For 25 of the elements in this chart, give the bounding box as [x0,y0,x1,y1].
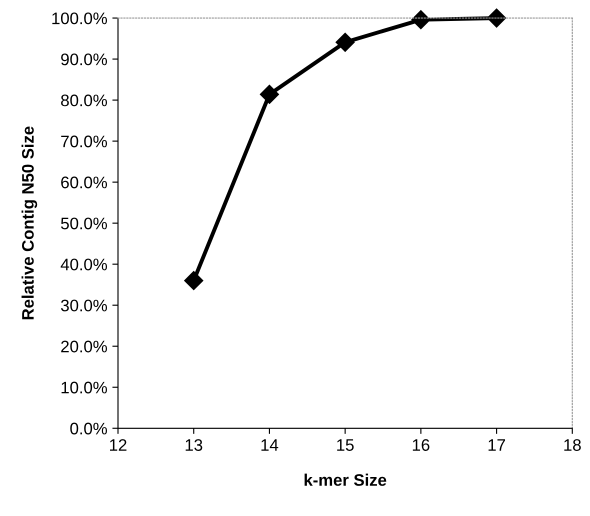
x-tick-label: 16 [412,439,430,451]
x-tick-label: 14 [261,439,278,451]
point [336,32,355,52]
y-tick-label: 0.0% [70,422,107,434]
point [487,8,506,28]
x-axis-title: k-mer Size [304,474,386,486]
x-tick-label: 12 [110,439,126,451]
y-tick-label: 100.0% [52,12,107,24]
y-tick-label: 60.0% [61,176,107,188]
x-tick-label: 18 [564,439,581,451]
x-tick-label: 13 [186,439,202,451]
x-tick-label: 15 [337,439,354,451]
x-tick-label: 17 [488,439,506,451]
y-tick-label: 10.0% [62,382,107,394]
y-tick-label: 50.0% [60,218,107,230]
point [411,10,430,30]
y-tick-label: 80.0% [61,94,107,106]
y-tick-label: 20.0% [61,340,107,352]
point [260,84,279,104]
y-tick-label: 30.0% [60,300,107,312]
y-tick-label: 70.0% [61,136,107,148]
y-tick-label: 90.0% [61,53,107,66]
y-axis-title: Relative Contig N50 Size [22,126,38,320]
y-tick-label: 40.0% [60,258,107,270]
point [184,271,204,290]
